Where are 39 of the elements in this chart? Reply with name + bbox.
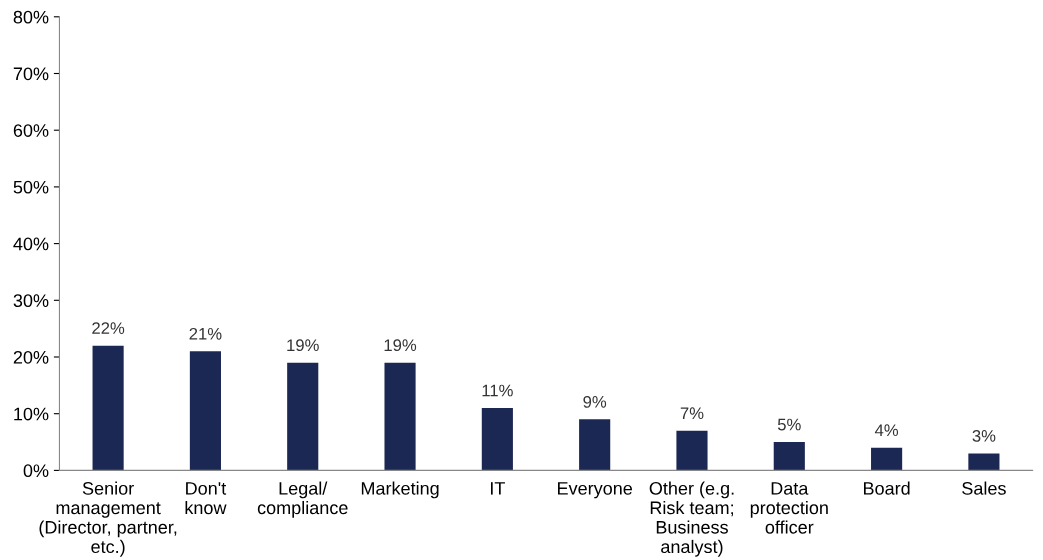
- x-tick-label: Sales: [962, 481, 1006, 495]
- x-tick-label: Data protection officer: [750, 482, 828, 534]
- data-label: 5%: [777, 418, 801, 431]
- data-label: 3%: [972, 429, 996, 442]
- data-label: 11%: [482, 384, 513, 397]
- x-tick-label: Board: [863, 481, 910, 495]
- y-tick-label: 60%: [13, 124, 49, 137]
- bar: [92, 345, 124, 471]
- y-tick-label: 0%: [23, 464, 49, 478]
- bar: [871, 447, 903, 471]
- x-tick-label: Legal/ compliance: [257, 481, 348, 518]
- data-label: 4%: [874, 424, 899, 437]
- y-tick-label: 80%: [13, 10, 49, 24]
- y-tick-label: 50%: [13, 180, 49, 194]
- x-tick-label: Everyone: [558, 482, 633, 499]
- data-label: 22%: [92, 322, 125, 334]
- bar: [676, 430, 708, 471]
- y-tick-label: 40%: [13, 237, 49, 251]
- data-label: 21%: [189, 327, 222, 340]
- bar: [968, 453, 1000, 471]
- x-tick-label: IT: [491, 482, 505, 495]
- data-label: 7%: [680, 407, 704, 420]
- bar: [189, 351, 221, 471]
- x-tick-label: Don't know: [185, 482, 227, 515]
- data-label: 19%: [384, 339, 417, 352]
- bar: [579, 419, 611, 471]
- bar: [773, 442, 805, 471]
- y-tick-label: 10%: [14, 407, 49, 421]
- y-tick-label: 70%: [13, 67, 49, 81]
- data-label: 19%: [287, 339, 319, 352]
- bar: [287, 362, 319, 471]
- data-label: 9%: [583, 395, 607, 408]
- x-tick-label: Other (e.g. Risk team; Business analyst): [649, 481, 734, 557]
- y-tick-label: 30%: [13, 294, 49, 308]
- bar: [481, 408, 513, 471]
- x-tick-label: Senior management (Director, partner, etc.): [39, 481, 177, 557]
- y-tick-label: 20%: [13, 350, 49, 364]
- bar: [384, 362, 416, 471]
- x-tick-label: Marketing: [361, 481, 439, 499]
